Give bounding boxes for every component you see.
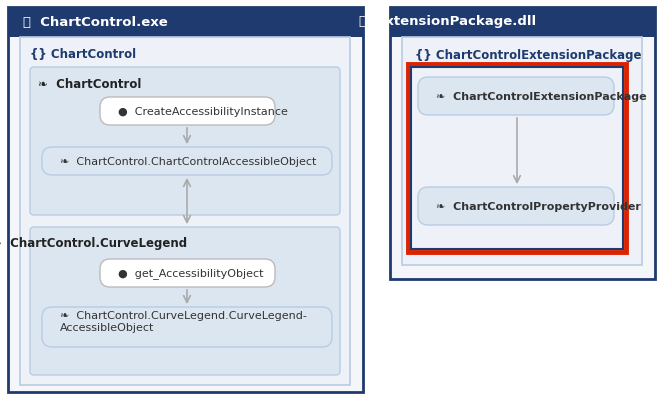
Bar [390, 8, 655, 279]
Bar [8, 8, 363, 392]
FancyBboxPatch shape [42, 148, 332, 176]
Bar [408, 65, 626, 252]
Text: ❧  ChartControl.ChartControlAccessibleObject: ❧ ChartControl.ChartControlAccessibleObj… [60, 157, 316, 166]
FancyBboxPatch shape [418, 78, 614, 116]
Text: {} ChartControlExtensionPackage: {} ChartControlExtensionPackage [415, 49, 642, 61]
Text: ⎗  ChartControl.exe: ⎗ ChartControl.exe [23, 16, 167, 28]
Bar [411, 68, 623, 249]
Text: ❧  ChartControlPropertyProvider: ❧ ChartControlPropertyProvider [436, 201, 641, 211]
Text: ❧  ChartControl.CurveLegend.CurveLegend-
AccessibleObject: ❧ ChartControl.CurveLegend.CurveLegend- … [60, 310, 307, 332]
Bar [402, 38, 642, 265]
FancyBboxPatch shape [100, 259, 275, 287]
FancyBboxPatch shape [42, 307, 332, 347]
Text: ●  CreateAccessibilityInstance: ● CreateAccessibilityInstance [118, 107, 288, 117]
FancyBboxPatch shape [418, 188, 614, 225]
Bar [20, 38, 350, 385]
Text: ❧  ChartControlExtensionPackage: ❧ ChartControlExtensionPackage [436, 92, 646, 102]
Text: {} ChartControl: {} ChartControl [30, 49, 136, 61]
Text: ❧  ChartControl.CurveLegend: ❧ ChartControl.CurveLegend [0, 237, 188, 250]
Text: ●  get_AccessibilityObject: ● get_AccessibilityObject [118, 268, 263, 279]
Text: ❧  ChartControl: ❧ ChartControl [38, 77, 142, 90]
FancyBboxPatch shape [100, 98, 275, 126]
Bar [390, 8, 655, 38]
FancyBboxPatch shape [30, 68, 340, 215]
Text: ⎗  ExtensionPackage.dll: ⎗ ExtensionPackage.dll [359, 16, 536, 28]
FancyBboxPatch shape [30, 227, 340, 375]
Bar [8, 8, 363, 38]
